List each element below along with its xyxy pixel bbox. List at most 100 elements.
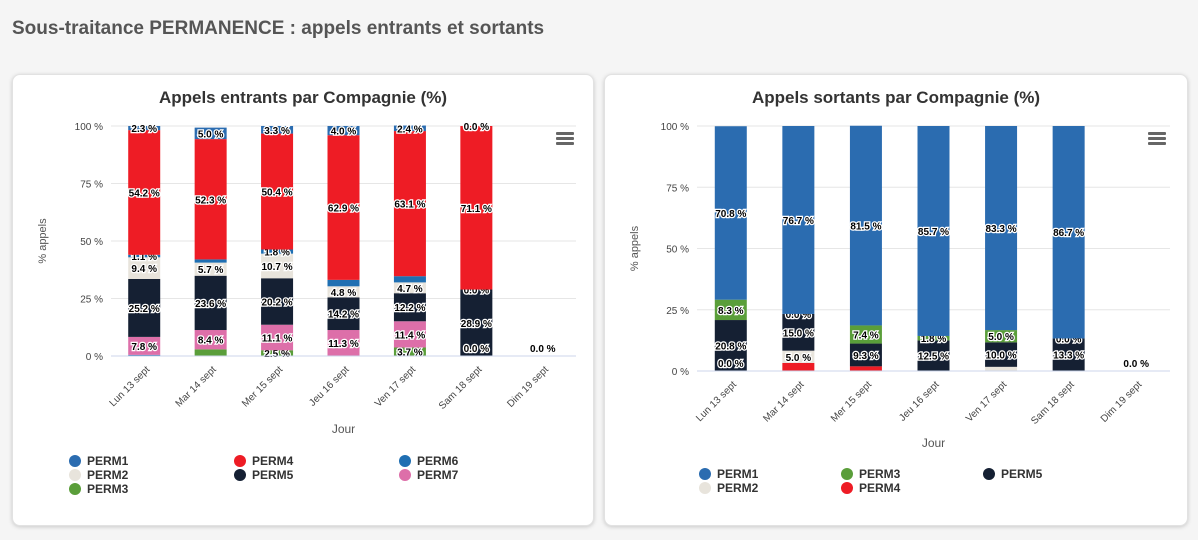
legend-marker [983, 468, 995, 480]
bar-segment-perm5 [714, 320, 747, 371]
legend-marker [699, 482, 711, 494]
legend-marker [399, 455, 411, 467]
chart-menu-icon[interactable] [554, 130, 576, 148]
bar-segment-perm3 [917, 335, 950, 341]
data-label: 11.4 % [395, 330, 426, 341]
page-title: Sous-traitance PERMANENCE : appels entra… [12, 18, 545, 39]
x-axis-title: Jour [922, 436, 945, 450]
data-label: 5.7 % [198, 265, 224, 276]
legend-item-label: PERM5 [1001, 467, 1043, 481]
bar-segment-perm3 [714, 299, 747, 321]
y-axis-title: % appels [629, 225, 641, 271]
legend-marker [699, 468, 711, 480]
legend-item-label: PERM2 [717, 481, 759, 495]
chart-title: Appels entrants par Compagnie (%) [159, 88, 447, 107]
bar-segment-perm7 [393, 321, 426, 348]
legend-marker [234, 455, 246, 467]
data-label: 83.3 % [986, 224, 1017, 235]
data-label: 4.7 % [397, 284, 423, 295]
x-tick-label: Ven 17 sept [373, 364, 418, 409]
bar-segment-perm2 [327, 286, 360, 298]
legend-item-label: PERM1 [87, 454, 129, 468]
data-label: 1.8 % [921, 334, 947, 345]
data-label: 54.2 % [129, 188, 160, 199]
data-label: 23.6 % [195, 299, 226, 310]
data-label: 62.9 % [328, 204, 359, 215]
bar-segment-perm1 [1052, 126, 1085, 339]
bar-segment-perm7 [194, 330, 227, 350]
chart-card-outgoing: Appels sortants par Compagnie (%) 0 % 25 %… [604, 74, 1188, 526]
legend-marker [841, 482, 853, 494]
x-tick-label: Lun 13 sept [694, 379, 739, 424]
legend-item-label: PERM4 [252, 454, 294, 468]
legend-marker [69, 483, 81, 495]
data-label: 3.7 % [397, 348, 423, 359]
legend-item-label: PERM6 [417, 454, 459, 468]
legend-marker [841, 468, 853, 480]
chart-title: Appels sortants par Compagnie (%) [752, 88, 1040, 107]
bar-segment-perm1 [917, 126, 950, 336]
bar-segment-perm1 [261, 126, 294, 134]
bar-segment-perm7 [261, 324, 294, 351]
x-tick-label: Lun 13 sept [108, 364, 153, 409]
bar-segment-perm4 [261, 133, 294, 250]
bar-segment-perm4 [128, 130, 161, 255]
data-label: 11.1 % [262, 333, 293, 344]
data-label: 1.8 % [264, 248, 290, 259]
data-label: 28.9 % [461, 319, 492, 330]
chart-card-incoming: Appels entrants par Compagnie (%) 0 % 25 %… [12, 74, 594, 526]
bar-segment-perm4 [782, 362, 815, 371]
data-label: 12.2 % [394, 303, 425, 314]
bar-segment-perm6 [128, 254, 161, 258]
bar-segment-perm1 [128, 354, 161, 356]
bar-segment-perm2 [194, 262, 227, 276]
data-label: 5.0 % [988, 332, 1014, 343]
bar-segment-perm5 [985, 342, 1018, 367]
x-tick-label: Mer 15 sept [829, 379, 874, 424]
bar-segment-perm2 [128, 257, 161, 279]
x-tick-label: Mar 14 sept [174, 364, 219, 409]
y-tick-label: 50 % [666, 245, 689, 256]
data-label: 9.4 % [131, 264, 157, 275]
data-label: 86.7 % [1053, 228, 1084, 239]
chart-incoming: Appels entrants par Compagnie (%) 0 % 25 %… [37, 88, 576, 496]
x-tick-label: Mer 15 sept [240, 364, 285, 409]
y-tick-label: 75 % [666, 183, 689, 194]
y-tick-label: 100 % [75, 122, 103, 133]
legend-item-label: PERM7 [417, 468, 459, 482]
bar-segment-perm2 [782, 350, 815, 363]
data-label: 14.2 % [328, 310, 359, 321]
legend-item-label: PERM2 [87, 468, 129, 482]
data-label: 20.8 % [715, 342, 746, 353]
bar-segment-perm5 [782, 313, 815, 351]
bar-segment-perm4 [327, 135, 360, 280]
data-label: 7.4 % [853, 330, 879, 341]
legend-item-label: PERM3 [87, 482, 129, 496]
x-tick-label: Mar 14 sept [761, 379, 806, 424]
data-label: 52.3 % [195, 195, 226, 206]
bar-segment-perm6 [393, 276, 426, 283]
bar-segment-perm6 [327, 279, 360, 287]
bar-segment-perm2 [985, 366, 1018, 371]
bar-segment-perm7 [327, 330, 360, 356]
data-label: 15.0 % [783, 328, 814, 339]
data-label: 4.8 % [331, 288, 357, 299]
data-label: 85.7 % [918, 227, 949, 238]
data-label: 10.7 % [262, 262, 293, 273]
x-tick-label: Jeu 16 sept [307, 364, 351, 408]
y-tick-label: 50 % [80, 237, 103, 248]
data-label: 5.0 % [198, 129, 224, 140]
bar-segment-perm1 [327, 126, 360, 136]
data-label: 0.0 % [1123, 359, 1149, 370]
data-label: 50.4 % [262, 188, 293, 199]
chart-menu-icon[interactable] [1146, 130, 1168, 148]
data-label: 63.1 % [394, 200, 425, 211]
data-label: 8.3 % [718, 306, 744, 317]
bar-segment-perm3 [393, 347, 426, 356]
legend-item-label: PERM5 [252, 468, 294, 482]
bar-segment-perm1 [393, 125, 426, 132]
y-tick-label: 25 % [80, 295, 103, 306]
bar-segment-perm4 [194, 139, 227, 260]
data-label: 2.3 % [131, 124, 157, 135]
bar-segment-perm5 [327, 297, 360, 331]
